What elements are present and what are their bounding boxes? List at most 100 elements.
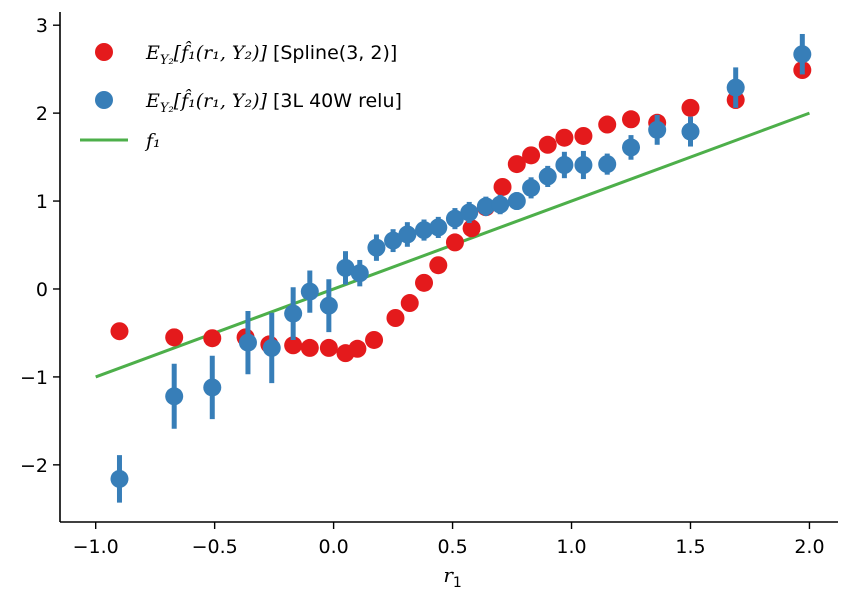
spline-point: [522, 146, 541, 165]
nn-point: [262, 312, 281, 384]
nn-point: [398, 222, 417, 247]
nn-point: [110, 455, 129, 503]
legend-entry-spline: EY₂[f̂₁(r₁, Y₂)] [Spline(3, 2)]: [95, 41, 397, 68]
spline-marker: [319, 338, 338, 357]
nn-point: [538, 165, 557, 187]
nn-point: [648, 114, 667, 145]
nn-point: [350, 259, 369, 287]
nn-marker: [367, 238, 386, 257]
nn-marker: [415, 221, 434, 240]
nn-marker: [522, 178, 541, 197]
spline-point: [622, 110, 641, 129]
spline-marker: [284, 336, 303, 355]
spline-point: [555, 128, 574, 147]
nn-marker: [793, 45, 812, 64]
nn-marker: [165, 387, 184, 406]
y-tick-label: −1: [20, 367, 48, 389]
legend-marker-swatch: [95, 91, 113, 109]
nn-marker: [398, 225, 417, 244]
nn-point: [793, 33, 812, 75]
nn-point: [165, 363, 184, 429]
spline-marker: [574, 126, 593, 145]
nn-point: [460, 201, 479, 224]
nn-marker: [538, 167, 557, 186]
nn-point: [522, 177, 541, 199]
spline-marker: [445, 233, 464, 252]
nn-point: [622, 135, 641, 160]
nn-point: [415, 219, 434, 241]
nn-point: [367, 234, 386, 261]
legend-label: EY₂[f̂₁(r₁, Y₂)] [3L 40W relu]: [145, 89, 402, 116]
spline-point: [110, 322, 129, 341]
nn-point: [726, 67, 745, 108]
spline-marker: [110, 322, 129, 341]
nn-point: [429, 216, 448, 238]
nn-point: [445, 208, 464, 230]
nn-marker: [622, 138, 641, 157]
tick-labels: −1.0 −0.5 0.0 0.5 1.0 1.5 2.0 −2 −1 0 1 2 3: [20, 15, 825, 558]
spline-marker: [386, 309, 405, 327]
nn-point: [507, 192, 526, 211]
nn-marker: [507, 192, 526, 211]
nn-marker: [319, 296, 338, 315]
spline-marker: [538, 135, 557, 154]
spline-point: [574, 126, 593, 145]
nn-marker: [574, 156, 593, 174]
spline-point: [348, 339, 367, 358]
nn-point: [681, 116, 700, 147]
spline-point: [429, 256, 448, 275]
legend-entry-nn: EY₂[f̂₁(r₁, Y₂)] [3L 40W relu]: [95, 89, 402, 116]
nn-point: [319, 279, 338, 333]
nn-marker: [726, 78, 745, 97]
spline-marker: [681, 98, 700, 117]
spline-point: [507, 155, 526, 174]
nn-marker: [491, 195, 510, 214]
axes: [53, 12, 838, 529]
nn-point: [555, 151, 574, 179]
spline-point: [681, 98, 700, 117]
legend-label: EY₂[f̂₁(r₁, Y₂)] [Spline(3, 2)]: [145, 41, 397, 68]
spline-point: [493, 177, 512, 196]
nn-point: [384, 229, 403, 253]
x-tick-label: −0.5: [192, 536, 238, 558]
spline-marker: [415, 273, 434, 292]
legend-marker-swatch: [95, 43, 113, 61]
spline-marker: [493, 177, 512, 196]
spline-point: [400, 294, 419, 313]
legend-label: f₁: [144, 130, 161, 152]
spline-marker: [429, 256, 448, 275]
spline-point: [319, 338, 338, 357]
nn-marker: [110, 469, 129, 488]
nn-point: [336, 251, 355, 285]
nn-marker: [460, 203, 479, 222]
x-axis-label: r1: [443, 563, 461, 591]
spline-marker: [462, 219, 481, 238]
spline-point: [538, 135, 557, 154]
y-tick-label: 1: [36, 191, 48, 213]
nn-marker: [476, 197, 495, 216]
spline-marker: [365, 330, 384, 349]
spline-point: [300, 338, 319, 357]
x-tick-label: 0.0: [318, 536, 348, 558]
y-tick-label: 2: [36, 103, 48, 125]
spline-marker: [300, 338, 319, 357]
nn-marker: [681, 122, 700, 141]
nn-point: [203, 355, 222, 420]
nn-point: [284, 287, 303, 340]
spline-marker: [622, 110, 641, 129]
legend: EY₂[f̂₁(r₁, Y₂)] [Spline(3, 2)] EY₂[f̂₁(r…: [80, 41, 402, 152]
spline-marker: [400, 294, 419, 313]
nn-point: [238, 310, 257, 375]
x-tick-label: −1.0: [73, 536, 119, 558]
spline-marker: [598, 115, 617, 134]
legend-entry-f1: f₁: [80, 130, 161, 152]
spline-marker: [507, 155, 526, 174]
spline-marker: [522, 146, 541, 165]
y-tick-label: 3: [36, 15, 48, 37]
nn-marker: [238, 333, 257, 352]
nn-marker: [350, 264, 369, 283]
nn-marker: [555, 156, 574, 174]
spline-point: [165, 328, 184, 347]
spline-point: [462, 219, 481, 238]
x-tick-label: 0.5: [437, 536, 467, 558]
